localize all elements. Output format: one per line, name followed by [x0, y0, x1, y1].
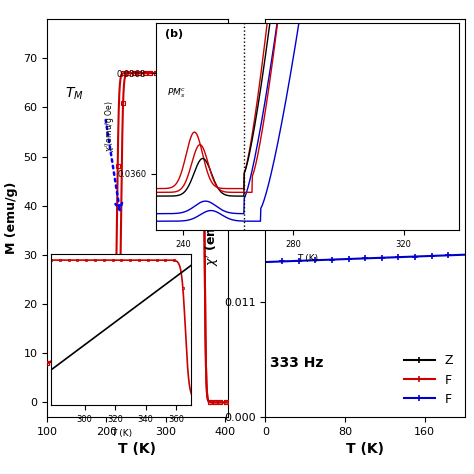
X-axis label: T (K): T (K) [346, 442, 384, 456]
Text: $T_C$: $T_C$ [173, 95, 191, 112]
Text: 333 Hz: 333 Hz [270, 356, 324, 370]
Y-axis label: $\chi'$ (emu/g Oe): $\chi'$ (emu/g Oe) [203, 170, 221, 266]
X-axis label: T (K): T (K) [118, 442, 156, 456]
Text: $T_M$: $T_M$ [65, 86, 84, 102]
Y-axis label: M (emu/g): M (emu/g) [5, 182, 18, 254]
Text: a: a [267, 27, 281, 46]
Legend: Z, F, F: Z, F, F [399, 349, 458, 411]
